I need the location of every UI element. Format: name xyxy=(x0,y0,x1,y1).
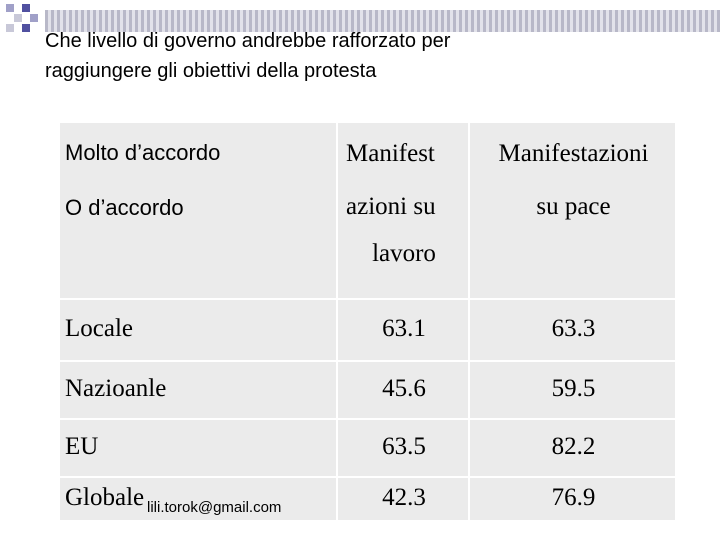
decor xyxy=(22,4,30,12)
cell-value: 63.1 xyxy=(382,315,426,342)
decor xyxy=(22,24,30,32)
cell-value: 76.9 xyxy=(551,484,596,511)
header-cell xyxy=(338,123,468,298)
header-text: Molto d’accordo xyxy=(65,140,221,165)
cell xyxy=(338,478,468,520)
cell xyxy=(60,300,336,360)
cell-value: 63.5 xyxy=(382,433,426,460)
title: Che livello di governo andrebbe rafforza… xyxy=(45,30,451,52)
decor xyxy=(30,14,38,22)
decor xyxy=(6,24,14,32)
decor-bar xyxy=(45,10,720,32)
header-text: Manifest xyxy=(346,140,435,167)
cell-value: 45.6 xyxy=(382,375,426,402)
header-text: Manifestazioni xyxy=(498,140,649,167)
header-text: O d’accordo xyxy=(65,195,184,220)
cell xyxy=(338,362,468,418)
footer: lili.torok@gmail.com xyxy=(147,499,282,516)
cell xyxy=(470,420,675,476)
cell xyxy=(470,362,675,418)
row-label: EU xyxy=(65,433,99,460)
cell xyxy=(60,362,336,418)
row-label: Globale xyxy=(65,484,145,511)
header-cell xyxy=(470,123,675,298)
cell xyxy=(470,300,675,360)
header-cell xyxy=(60,123,336,298)
cell xyxy=(470,478,675,520)
cell-value: 82.2 xyxy=(551,433,596,460)
cell xyxy=(338,420,468,476)
cell-value: 63.3 xyxy=(551,315,596,342)
cell xyxy=(60,420,336,476)
title: raggiungere gli obiettivi della protesta xyxy=(45,60,377,82)
cell-value: 42.3 xyxy=(382,484,426,511)
header-text: azioni su xyxy=(346,193,436,220)
cell-value: 59.5 xyxy=(551,375,596,402)
cell xyxy=(60,478,336,520)
row-label: Nazioanle xyxy=(65,375,167,402)
decor xyxy=(6,4,14,12)
cell xyxy=(338,300,468,360)
decor xyxy=(14,14,22,22)
header-text: lavoro xyxy=(372,240,436,267)
row-label: Locale xyxy=(65,315,134,342)
header-text: su pace xyxy=(536,193,611,220)
